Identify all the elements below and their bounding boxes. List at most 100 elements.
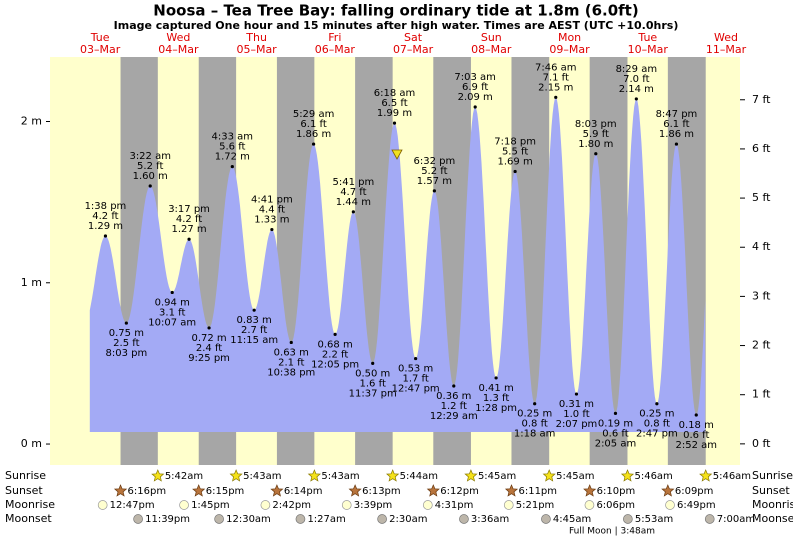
sunrise-icon [151, 469, 165, 482]
row-time: 5:42am [165, 471, 203, 482]
extreme-label: 12:05 pm [311, 359, 359, 370]
extreme-label: 1.86 m [659, 129, 694, 140]
extreme-label: 1.44 m [336, 197, 371, 208]
row-label: Sunset [5, 484, 43, 497]
extreme-point [230, 165, 234, 169]
extreme-label: 6:18 am [374, 88, 416, 99]
row-time: 5:46am [634, 471, 672, 482]
extreme-label: 0.75 m [109, 328, 144, 339]
extreme-label: 0.25 m [639, 409, 674, 420]
row-time: 6:13pm [362, 486, 401, 497]
y2-tick-label: 4 ft [752, 240, 771, 253]
day-name: Mon [558, 31, 581, 44]
extreme-label: 2:07 pm [556, 419, 598, 430]
extreme-label: 5.6 ft [219, 142, 245, 153]
extreme-label: 1.69 m [498, 156, 533, 167]
day-date: 11–Mar [706, 43, 747, 56]
extreme-label: 3.1 ft [159, 307, 185, 318]
extreme-label: 0.72 m [191, 333, 226, 344]
sunrise-icon [542, 469, 556, 482]
row-time: 5:21pm [516, 500, 555, 511]
moonrise-icon [503, 500, 514, 510]
extreme-label: 0.31 m [559, 399, 594, 410]
extreme-label: 0.19 m [598, 418, 633, 429]
extreme-point [371, 361, 375, 366]
extreme-label: 1.99 m [377, 108, 412, 119]
moonset-icon [704, 514, 715, 524]
extreme-label: 1.0 ft [563, 409, 589, 420]
extreme-label: 7.1 ft [543, 72, 569, 83]
extreme-label: 8:47 pm [656, 109, 698, 120]
row-label: Sunrise [5, 469, 46, 482]
moonset-icon [459, 514, 469, 524]
extreme-label: 1.29 m [88, 221, 123, 232]
row-time: 5:43am [243, 471, 281, 482]
day-date: 10–Mar [628, 43, 669, 56]
extreme-point [655, 402, 659, 406]
y-tick-label: 2 m [21, 115, 42, 128]
extreme-label: 2.09 m [458, 92, 493, 103]
row-time: 1:45pm [191, 500, 230, 511]
extreme-point [634, 97, 638, 101]
extreme-point [124, 321, 128, 325]
extreme-label: 7:03 am [454, 72, 496, 83]
extreme-label: 7.0 ft [623, 74, 649, 85]
extreme-label: 8:03 pm [575, 119, 617, 130]
sunrise-icon [307, 469, 321, 482]
extreme-label: 5.2 ft [421, 166, 447, 177]
day-date: 04–Mar [158, 43, 199, 56]
extreme-point [574, 392, 579, 396]
extreme-label: 0.63 m [274, 347, 309, 358]
sunrise-icon [620, 469, 635, 482]
moonset-icon [133, 514, 143, 524]
row-time: 6:06pm [596, 500, 635, 511]
row-time: 6:10pm [597, 486, 636, 497]
row-time: 6:16pm [128, 486, 167, 497]
row-time: 2:30am [389, 514, 427, 525]
moonset-icon [214, 514, 224, 524]
tide-area [89, 97, 706, 433]
extreme-label: 0.18 m [679, 420, 714, 431]
day-date: 08–Mar [471, 43, 512, 56]
extreme-label: 5:41 pm [333, 177, 375, 188]
extreme-point [392, 121, 397, 125]
extreme-label: 2.5 ft [113, 338, 139, 349]
extreme-label: 5.5 ft [502, 146, 528, 157]
sunset-icon [113, 484, 128, 497]
labels-layer: Tue03–MarWed04–MarThu05–MarFri06–MarSat0… [5, 31, 793, 525]
y2-tick-label: 3 ft [752, 289, 771, 302]
moonset-icon [541, 514, 551, 524]
extreme-point [513, 169, 517, 174]
day-name: Wed [166, 31, 190, 44]
extreme-label: 4.7 ft [340, 187, 366, 198]
y2-tick-label: 2 ft [752, 339, 771, 352]
extreme-label: 2.14 m [619, 84, 654, 95]
y2-tick-label: 7 ft [752, 93, 771, 106]
sunset-icon [426, 484, 440, 497]
day-date: 06–Mar [315, 43, 356, 56]
moonset-icon [623, 514, 633, 524]
current-tide-marker [391, 149, 403, 160]
moonrise-icon [341, 500, 352, 510]
extreme-point [694, 413, 698, 417]
extreme-point [148, 184, 152, 188]
row-time: 5:45am [478, 471, 516, 482]
extreme-label: 2.15 m [538, 82, 573, 93]
extreme-point [252, 308, 256, 312]
extreme-label: 6.1 ft [663, 119, 689, 130]
moon-phase: Full Moon | 3:48am [569, 527, 655, 537]
moonrise-icon [179, 500, 189, 510]
y2-tick-label: 6 ft [752, 142, 771, 155]
sunset-icon [270, 484, 284, 497]
extreme-label: 2.4 ft [196, 343, 222, 354]
row-time: 6:11pm [518, 486, 557, 497]
row-label-right: Sunset [752, 484, 790, 497]
day-name: Wed [714, 31, 738, 44]
row-label-right: Moonset [752, 512, 793, 525]
moonrise-icon [260, 500, 271, 510]
extreme-label: 0.83 m [237, 315, 272, 326]
sunset-icon [192, 484, 206, 497]
row-label-right: Sunrise [752, 469, 793, 482]
day-name: Thu [245, 31, 267, 44]
